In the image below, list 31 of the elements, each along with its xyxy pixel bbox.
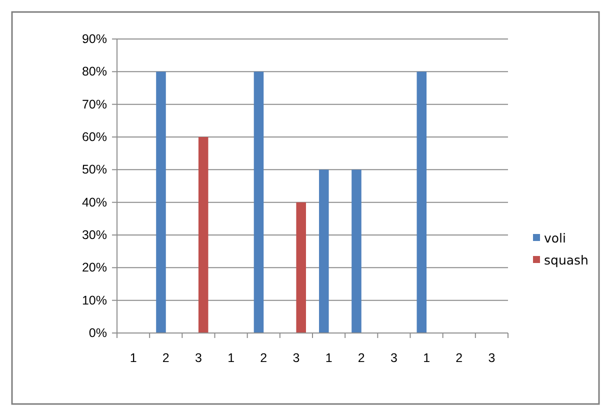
x-tick-label: 3 <box>194 350 202 365</box>
bar <box>198 137 208 333</box>
y-tick-label: 70% <box>82 97 107 112</box>
x-tick-label: 2 <box>260 350 268 365</box>
x-tick-label: 1 <box>325 350 332 365</box>
x-tick-label: 2 <box>162 350 170 365</box>
bar <box>296 202 306 333</box>
bar <box>156 72 166 333</box>
y-tick-label: 90% <box>82 32 107 46</box>
legend-label: voli <box>544 230 566 246</box>
bar <box>352 170 362 333</box>
x-tick-label: 1 <box>130 350 137 365</box>
x-tick-label: 1 <box>228 350 235 365</box>
y-tick-label: 10% <box>82 293 107 308</box>
y-tick-label: 20% <box>82 260 107 275</box>
x-tick-label: 2 <box>358 350 365 365</box>
y-tick-label: 80% <box>82 64 107 79</box>
bar <box>254 72 264 333</box>
x-tick-label: 1 <box>423 350 430 365</box>
y-tick-label: 40% <box>82 195 107 210</box>
bar <box>416 72 427 333</box>
bar <box>319 170 329 333</box>
y-tick-label: 0% <box>88 326 107 340</box>
x-tick-label: 2 <box>456 350 463 365</box>
x-tick-label: 3 <box>390 350 398 365</box>
y-tick-label: 30% <box>82 228 107 242</box>
legend-label: squash <box>544 252 588 268</box>
y-tick-label: 60% <box>82 130 107 144</box>
y-tick-label: 50% <box>82 162 107 177</box>
x-tick-label: 3 <box>292 350 300 365</box>
x-tick-label: 3 <box>488 350 496 365</box>
